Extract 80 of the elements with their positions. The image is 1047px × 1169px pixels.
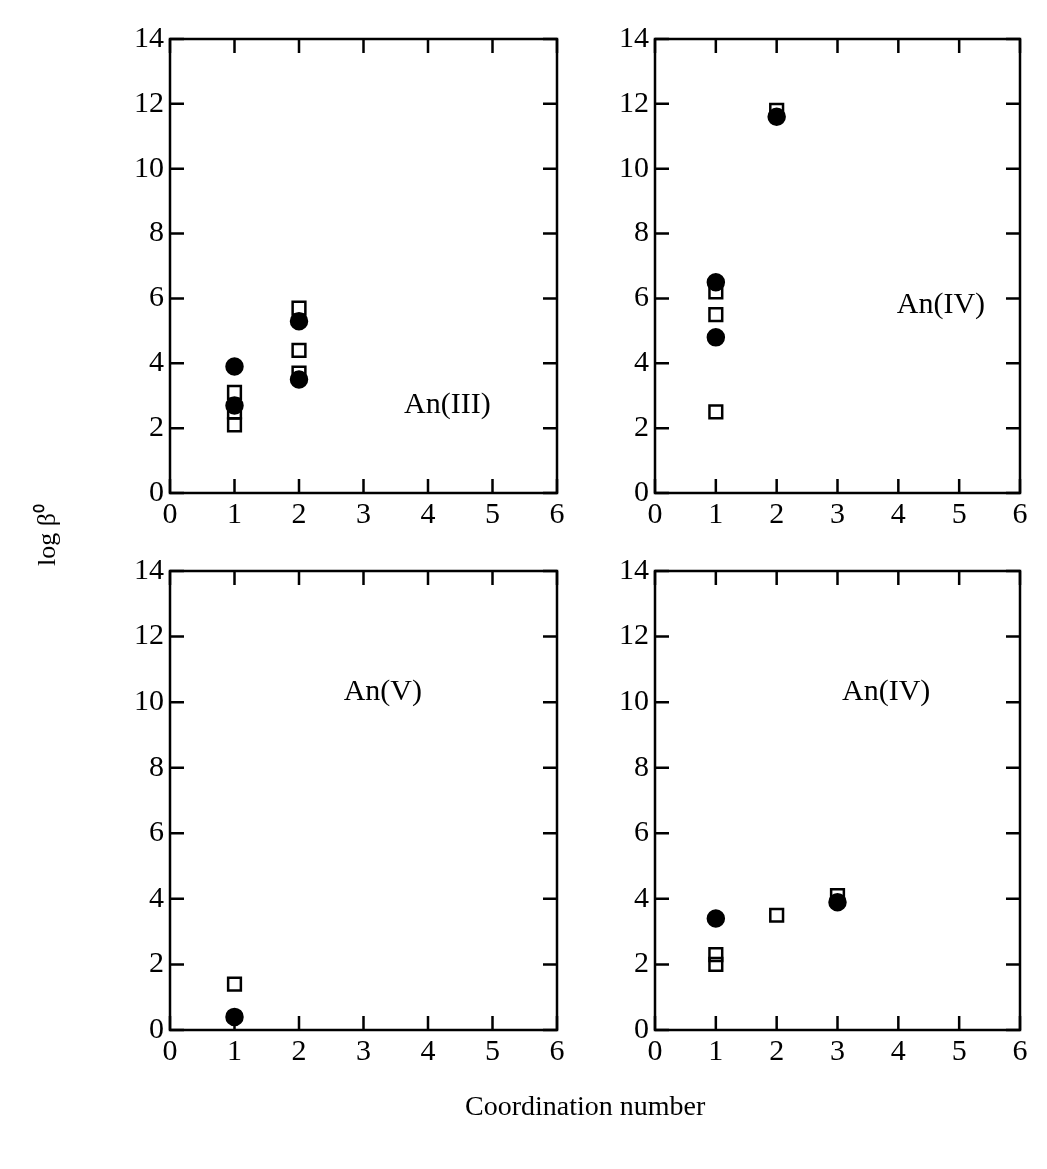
x-tick-label: 6 — [549, 495, 565, 529]
x-tick-label: 5 — [485, 495, 500, 529]
y-tick-label: 4 — [634, 879, 649, 913]
y-tick-label: 14 — [619, 19, 649, 53]
point — [708, 956, 724, 973]
y-tick-label: 12 — [134, 617, 164, 651]
point — [708, 404, 724, 420]
x-tick-label: 2 — [291, 495, 307, 529]
y-tick-label: 10 — [619, 149, 649, 183]
y-tick-label: 4 — [149, 879, 164, 913]
x-tick-label: 4 — [420, 495, 436, 529]
x-tick-label: 4 — [890, 1032, 906, 1066]
y-tick-label: 0 — [634, 473, 649, 507]
x-tick-label: 3 — [356, 1032, 371, 1066]
y-tick-label: 10 — [134, 683, 164, 717]
point — [226, 384, 243, 401]
x-tick-label: 2 — [769, 1032, 785, 1066]
x-tick-label: 5 — [951, 495, 967, 529]
point — [289, 370, 309, 389]
point — [706, 328, 726, 347]
x-tick-label: 2 — [769, 495, 785, 529]
y-tick-label: 8 — [634, 214, 649, 248]
y-tick-label: 0 — [149, 1010, 164, 1044]
x-tick-label: 5 — [485, 1032, 500, 1066]
x-tick-label: 6 — [549, 1032, 565, 1066]
point — [225, 396, 244, 415]
point — [291, 300, 307, 316]
point — [828, 892, 847, 912]
point — [289, 311, 309, 331]
x-tick-label: 1 — [708, 1032, 724, 1066]
x-tick-label: 6 — [1012, 1032, 1028, 1066]
point — [767, 107, 786, 127]
annotation: An(V) — [343, 673, 423, 708]
x-tick-label: 1 — [708, 495, 724, 529]
x-tick-label: 3 — [830, 1032, 845, 1066]
x-tick-label: 3 — [830, 495, 845, 529]
y-tick-label: 6 — [634, 279, 649, 313]
y-tick-label: 2 — [149, 945, 164, 979]
x-axis-title: Coordination number — [465, 1090, 706, 1122]
x-tick-label: 1 — [227, 1032, 242, 1066]
y-tick-label: 12 — [619, 617, 649, 651]
y-tick-label: 2 — [634, 945, 649, 979]
y-tick-label: 8 — [149, 214, 164, 248]
y-tick-label: 8 — [634, 748, 649, 782]
x-tick-label: 4 — [890, 495, 906, 529]
y-tick-label: 6 — [149, 814, 164, 848]
point — [708, 946, 724, 963]
y-tick-label: 8 — [149, 748, 164, 782]
annotation: An(IV) — [896, 285, 986, 320]
x-tick-label: 5 — [951, 1032, 967, 1066]
y-tick-label: 4 — [149, 344, 164, 378]
point — [708, 307, 724, 323]
point — [291, 342, 307, 358]
y-tick-label: 12 — [619, 84, 649, 118]
y-tick-label: 14 — [619, 551, 649, 585]
point — [225, 357, 244, 376]
y-tick-label: 14 — [134, 551, 164, 585]
y-tick-label: 0 — [149, 473, 164, 507]
y-tick-label: 10 — [134, 149, 164, 183]
x-tick-label: 1 — [227, 495, 242, 529]
x-tick-label: 6 — [1012, 495, 1028, 529]
y-axis-title: log β⁰ — [31, 504, 62, 566]
y-tick-label: 14 — [134, 19, 164, 53]
point — [706, 909, 726, 928]
x-tick-label: 2 — [291, 1032, 307, 1066]
x-tick-label: 4 — [420, 1032, 436, 1066]
y-tick-label: 0 — [634, 1010, 649, 1044]
y-tick-label: 4 — [634, 344, 649, 378]
annotation: An(III) — [404, 386, 491, 421]
annotation: An(IV) — [842, 673, 931, 708]
y-tick-label: 10 — [619, 683, 649, 717]
point — [706, 272, 726, 292]
y-tick-label: 12 — [134, 84, 164, 118]
x-tick-label: 3 — [356, 495, 371, 529]
y-tick-label: 2 — [634, 409, 649, 443]
y-tick-label: 6 — [149, 279, 164, 313]
point — [226, 417, 243, 433]
y-tick-label: 2 — [149, 409, 164, 443]
point — [769, 907, 785, 923]
y-tick-label: 6 — [634, 814, 649, 848]
